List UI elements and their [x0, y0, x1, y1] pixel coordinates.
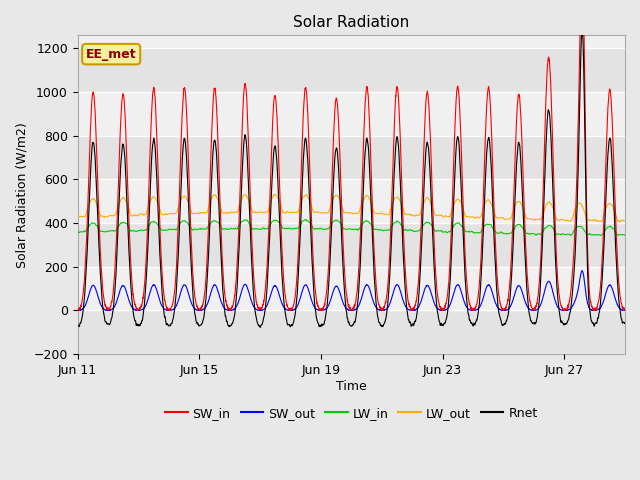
SW_in	[195, 307, 203, 312]
LW_in	[567, 232, 575, 238]
LW_in	[160, 227, 168, 233]
SW_in	[134, 308, 141, 313]
LW_out	[621, 218, 628, 224]
LW_in	[369, 224, 376, 229]
SW_out	[195, 307, 203, 313]
SW_out	[369, 296, 376, 302]
Rnet	[579, 26, 586, 32]
LW_out	[74, 214, 81, 219]
LW_out	[550, 209, 558, 215]
SW_in	[369, 212, 376, 217]
LW_out	[127, 212, 134, 218]
LW_in	[272, 217, 280, 223]
LW_out	[195, 210, 203, 216]
LW_in	[301, 216, 309, 222]
Bar	[77, 48, 625, 92]
LW_in	[550, 228, 558, 233]
SW_out	[621, 307, 628, 313]
LW_in	[195, 226, 203, 232]
Rnet	[273, 152, 280, 158]
LW_in	[127, 228, 134, 234]
SW_in	[550, 195, 558, 201]
Line: LW_in: LW_in	[77, 219, 625, 235]
Title: Solar Radiation: Solar Radiation	[293, 15, 410, 30]
SW_in	[273, 104, 280, 109]
SW_out	[160, 306, 168, 312]
LW_out	[160, 212, 168, 217]
Bar	[77, 311, 625, 354]
Line: LW_out: LW_out	[77, 194, 625, 222]
Rnet	[160, 307, 168, 312]
SW_out	[579, 268, 586, 274]
SW_in	[160, 291, 168, 297]
SW_out	[550, 295, 558, 300]
SW_out	[273, 284, 280, 290]
LW_out	[271, 192, 278, 197]
Y-axis label: Solar Radiation (W/m2): Solar Radiation (W/m2)	[15, 122, 28, 267]
Rnet	[621, 320, 628, 326]
Rnet	[369, 241, 376, 247]
Bar	[77, 136, 625, 180]
Rnet	[127, 280, 134, 286]
Line: SW_out: SW_out	[77, 271, 625, 311]
Rnet	[550, 227, 558, 232]
Bar	[77, 223, 625, 267]
LW_out	[616, 219, 624, 225]
SW_out	[127, 302, 134, 308]
Legend: SW_in, SW_out, LW_in, LW_out, Rnet: SW_in, SW_out, LW_in, LW_out, Rnet	[160, 402, 543, 425]
SW_in	[74, 308, 81, 313]
SW_in	[127, 258, 134, 264]
LW_in	[621, 232, 628, 238]
SW_in	[621, 306, 628, 312]
LW_out	[369, 205, 376, 211]
Rnet	[195, 323, 203, 329]
LW_in	[74, 229, 81, 235]
Line: Rnet: Rnet	[77, 29, 625, 327]
SW_out	[74, 308, 82, 313]
Text: EE_met: EE_met	[86, 48, 136, 60]
LW_out	[273, 192, 280, 198]
Line: SW_in: SW_in	[77, 0, 625, 311]
Rnet	[257, 324, 264, 330]
X-axis label: Time: Time	[336, 380, 367, 393]
SW_out	[74, 307, 81, 313]
Rnet	[74, 322, 81, 328]
